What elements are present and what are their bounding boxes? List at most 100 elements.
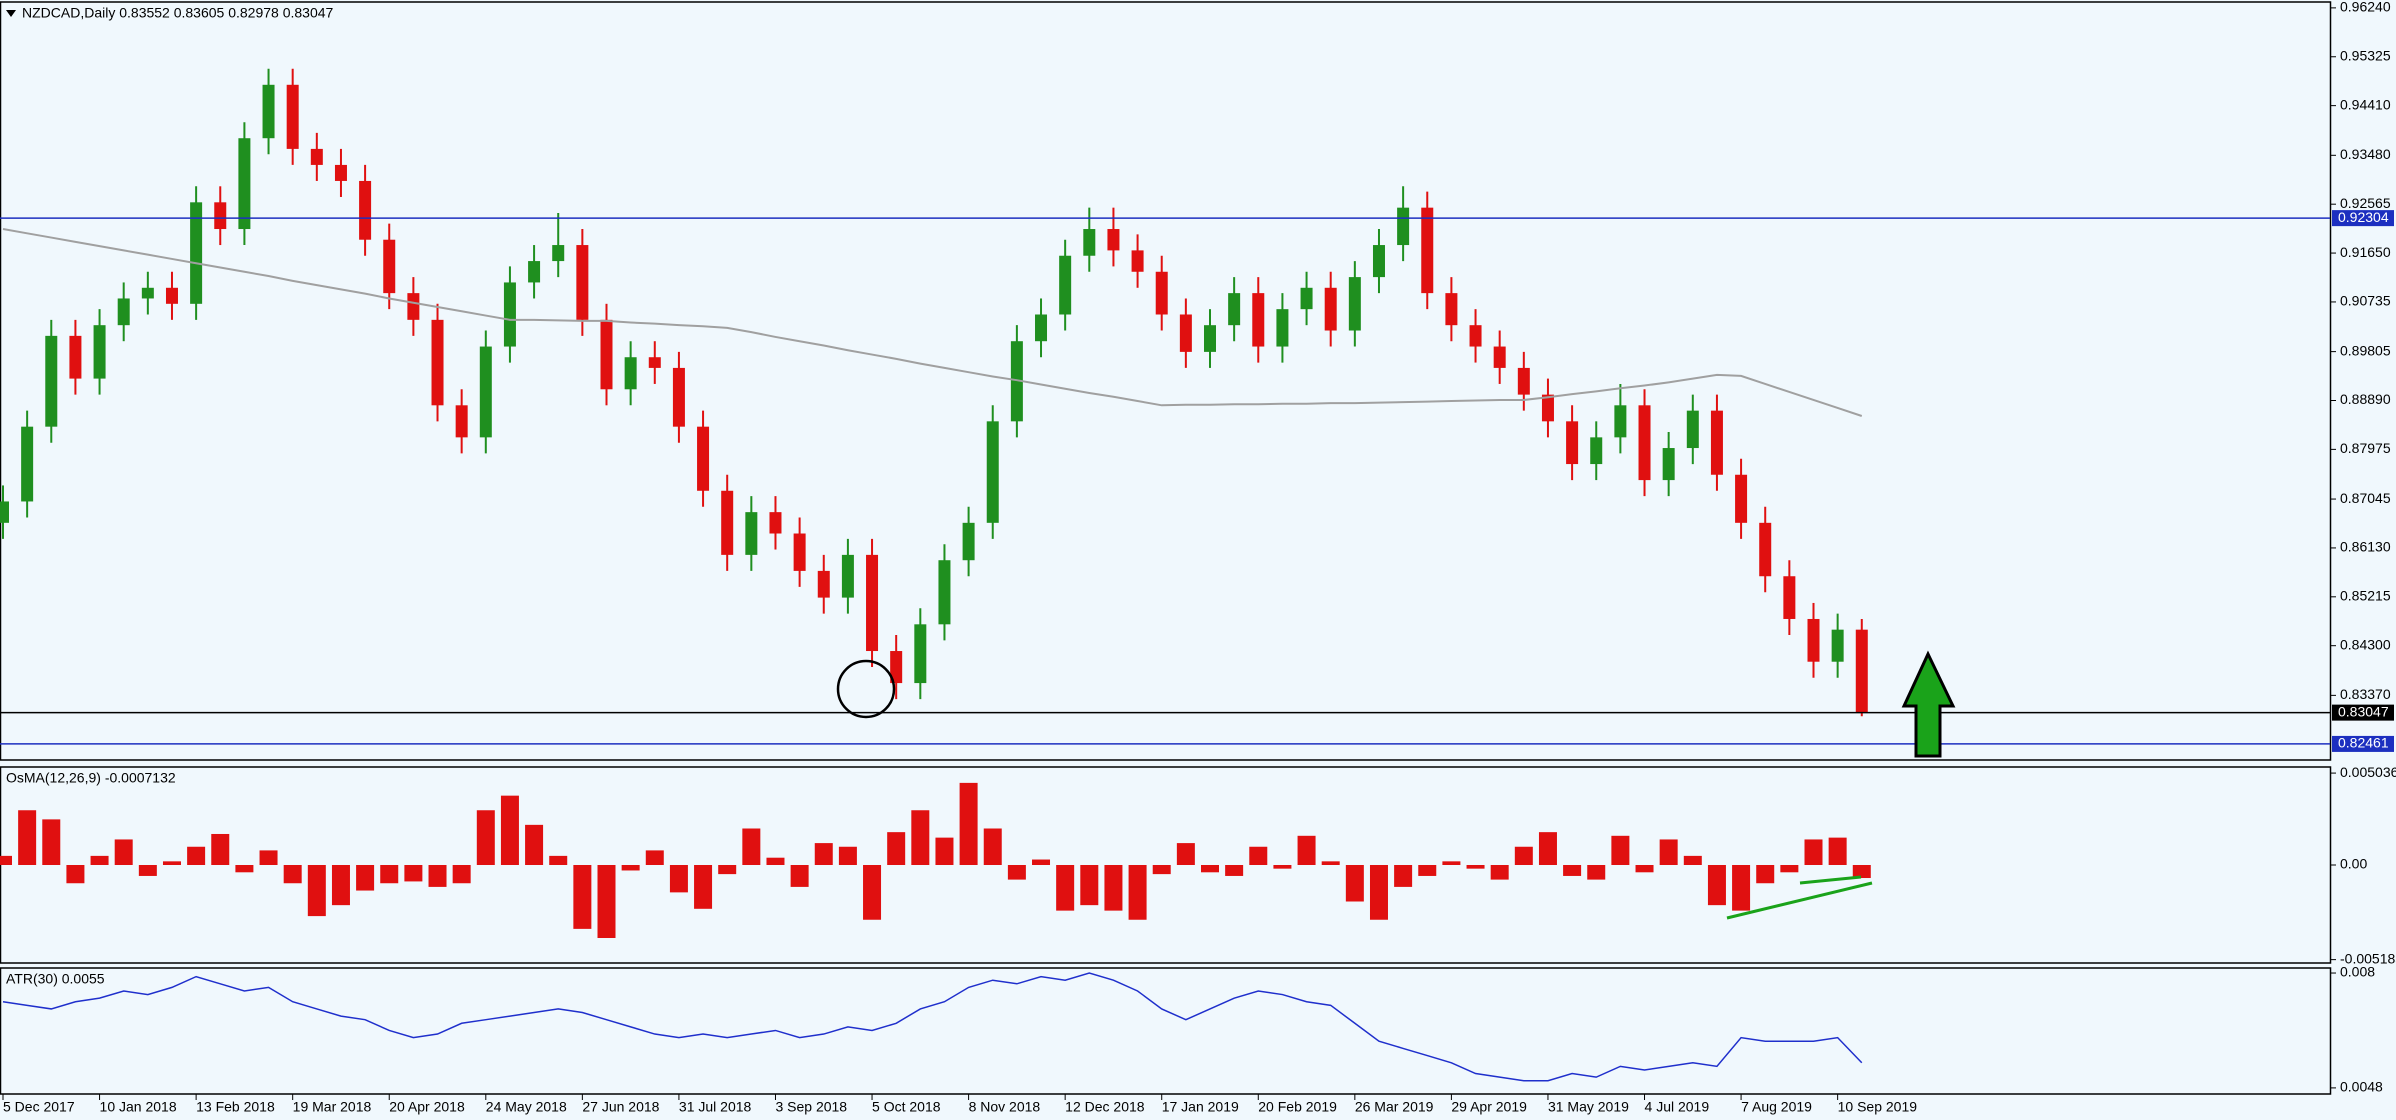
candle-body: [93, 325, 106, 379]
level-label: 0.82461: [2338, 735, 2389, 751]
histogram-bar: [1104, 865, 1123, 911]
candle-body: [1010, 341, 1023, 422]
candle-body: [648, 357, 661, 368]
histogram-bar: [1418, 865, 1437, 876]
y-tick-label: 0.0048: [2340, 1079, 2383, 1095]
histogram-bar: [162, 861, 181, 865]
candle-body: [1662, 448, 1675, 481]
candle-body: [890, 651, 903, 684]
histogram-bar: [1176, 843, 1195, 865]
candle-body: [1686, 410, 1699, 449]
candle-body: [1276, 309, 1289, 347]
candle-body: [600, 319, 613, 390]
panel-title: NZDCAD,Daily 0.83552 0.83605 0.82978 0.8…: [22, 5, 334, 21]
histogram-bar: [356, 865, 375, 891]
candle-body: [866, 554, 879, 652]
candle-body: [1445, 293, 1458, 326]
x-tick-label: 7 Aug 2019: [1741, 1099, 1812, 1115]
histogram-bar: [428, 865, 447, 887]
histogram-bar: [1442, 861, 1461, 865]
y-tick-label: 0.86130: [2340, 539, 2391, 555]
candle-body: [503, 282, 516, 347]
histogram-bar: [1201, 865, 1219, 873]
candle-body: [1228, 293, 1241, 326]
candle-body: [1517, 367, 1530, 395]
histogram-bar: [452, 865, 471, 884]
candle-body: [817, 570, 830, 598]
candle-body: [745, 512, 758, 555]
candle-body: [986, 421, 999, 523]
histogram-bar: [790, 865, 809, 887]
histogram-bar: [1297, 835, 1316, 865]
level-label-box: [2332, 704, 2394, 721]
atr-line: [2, 972, 1863, 1082]
x-tick-label: 8 Nov 2018: [969, 1099, 1041, 1115]
histogram-bar: [500, 795, 519, 865]
histogram-bar: [1394, 865, 1413, 887]
candle-body: [262, 84, 275, 139]
candle-body: [1035, 314, 1048, 342]
candle-body: [310, 148, 323, 165]
histogram-bar: [1225, 865, 1244, 876]
x-tick-label: 10 Sep 2019: [1838, 1099, 1918, 1115]
candle-body: [1397, 207, 1410, 246]
y-tick-label: 0.96240: [2340, 0, 2391, 15]
candle-body: [841, 554, 854, 598]
histogram-bar: [959, 782, 978, 865]
histogram-bar: [90, 855, 109, 865]
level-label-box: [2332, 210, 2394, 227]
candle-body: [383, 239, 396, 294]
candle-body: [1638, 405, 1651, 481]
histogram-bar: [1756, 865, 1775, 884]
candle-body: [1300, 287, 1313, 310]
x-tick-label: 5 Dec 2017: [3, 1099, 75, 1115]
histogram-bar: [1828, 837, 1847, 865]
low-circle: [836, 659, 896, 719]
candle-body: [45, 335, 58, 427]
x-tick-label: 31 May 2019: [1548, 1099, 1629, 1115]
y-tick-label: 0.95325: [2340, 47, 2391, 63]
histogram-bar: [838, 846, 857, 865]
panel-frame: [0, 967, 2332, 1095]
menu-triangle: [6, 10, 16, 17]
y-tick-label: 0.90735: [2340, 293, 2391, 309]
histogram-bar: [742, 828, 761, 865]
histogram-bar: [138, 865, 157, 876]
moving-average: [2, 228, 1863, 417]
candle-body: [1252, 293, 1265, 347]
x-tick-label: 20 Apr 2018: [389, 1099, 465, 1115]
histogram-bar: [1635, 865, 1654, 873]
histogram-bar: [983, 828, 1002, 865]
histogram-bar: [476, 810, 495, 865]
histogram-bar: [1056, 865, 1075, 911]
histogram-bar: [1345, 865, 1364, 902]
candle-body: [1735, 474, 1748, 523]
candle-body: [721, 490, 734, 555]
histogram-bar: [1080, 865, 1099, 906]
panel-title: OsMA(12,26,9) -0.0007132: [6, 770, 176, 786]
histogram-bar: [863, 865, 882, 920]
x-tick-label: 4 Jul 2019: [1645, 1099, 1710, 1115]
histogram-bar: [1321, 861, 1340, 865]
histogram-bar: [1563, 865, 1582, 876]
candle-body: [624, 357, 637, 390]
candle-body: [938, 560, 951, 625]
histogram-bar: [1732, 865, 1751, 911]
candle-body: [286, 84, 299, 149]
level-label: 0.92304: [2338, 209, 2389, 225]
y-tick-label: -0.0051853: [2340, 950, 2396, 966]
y-tick-label: 0.84300: [2340, 636, 2391, 652]
y-tick-label: 0.88890: [2340, 391, 2391, 407]
histogram-bar: [235, 865, 254, 873]
candle-body: [334, 164, 347, 181]
x-tick-label: 12 Dec 2018: [1065, 1099, 1145, 1115]
histogram-bar: [259, 850, 278, 865]
candle-body: [1059, 255, 1072, 315]
histogram-bar: [645, 850, 664, 865]
x-tick-label: 31 Jul 2018: [679, 1099, 752, 1115]
candle-body: [1541, 394, 1554, 422]
histogram-bar: [114, 839, 133, 865]
y-tick-label: 0.91650: [2340, 244, 2391, 260]
